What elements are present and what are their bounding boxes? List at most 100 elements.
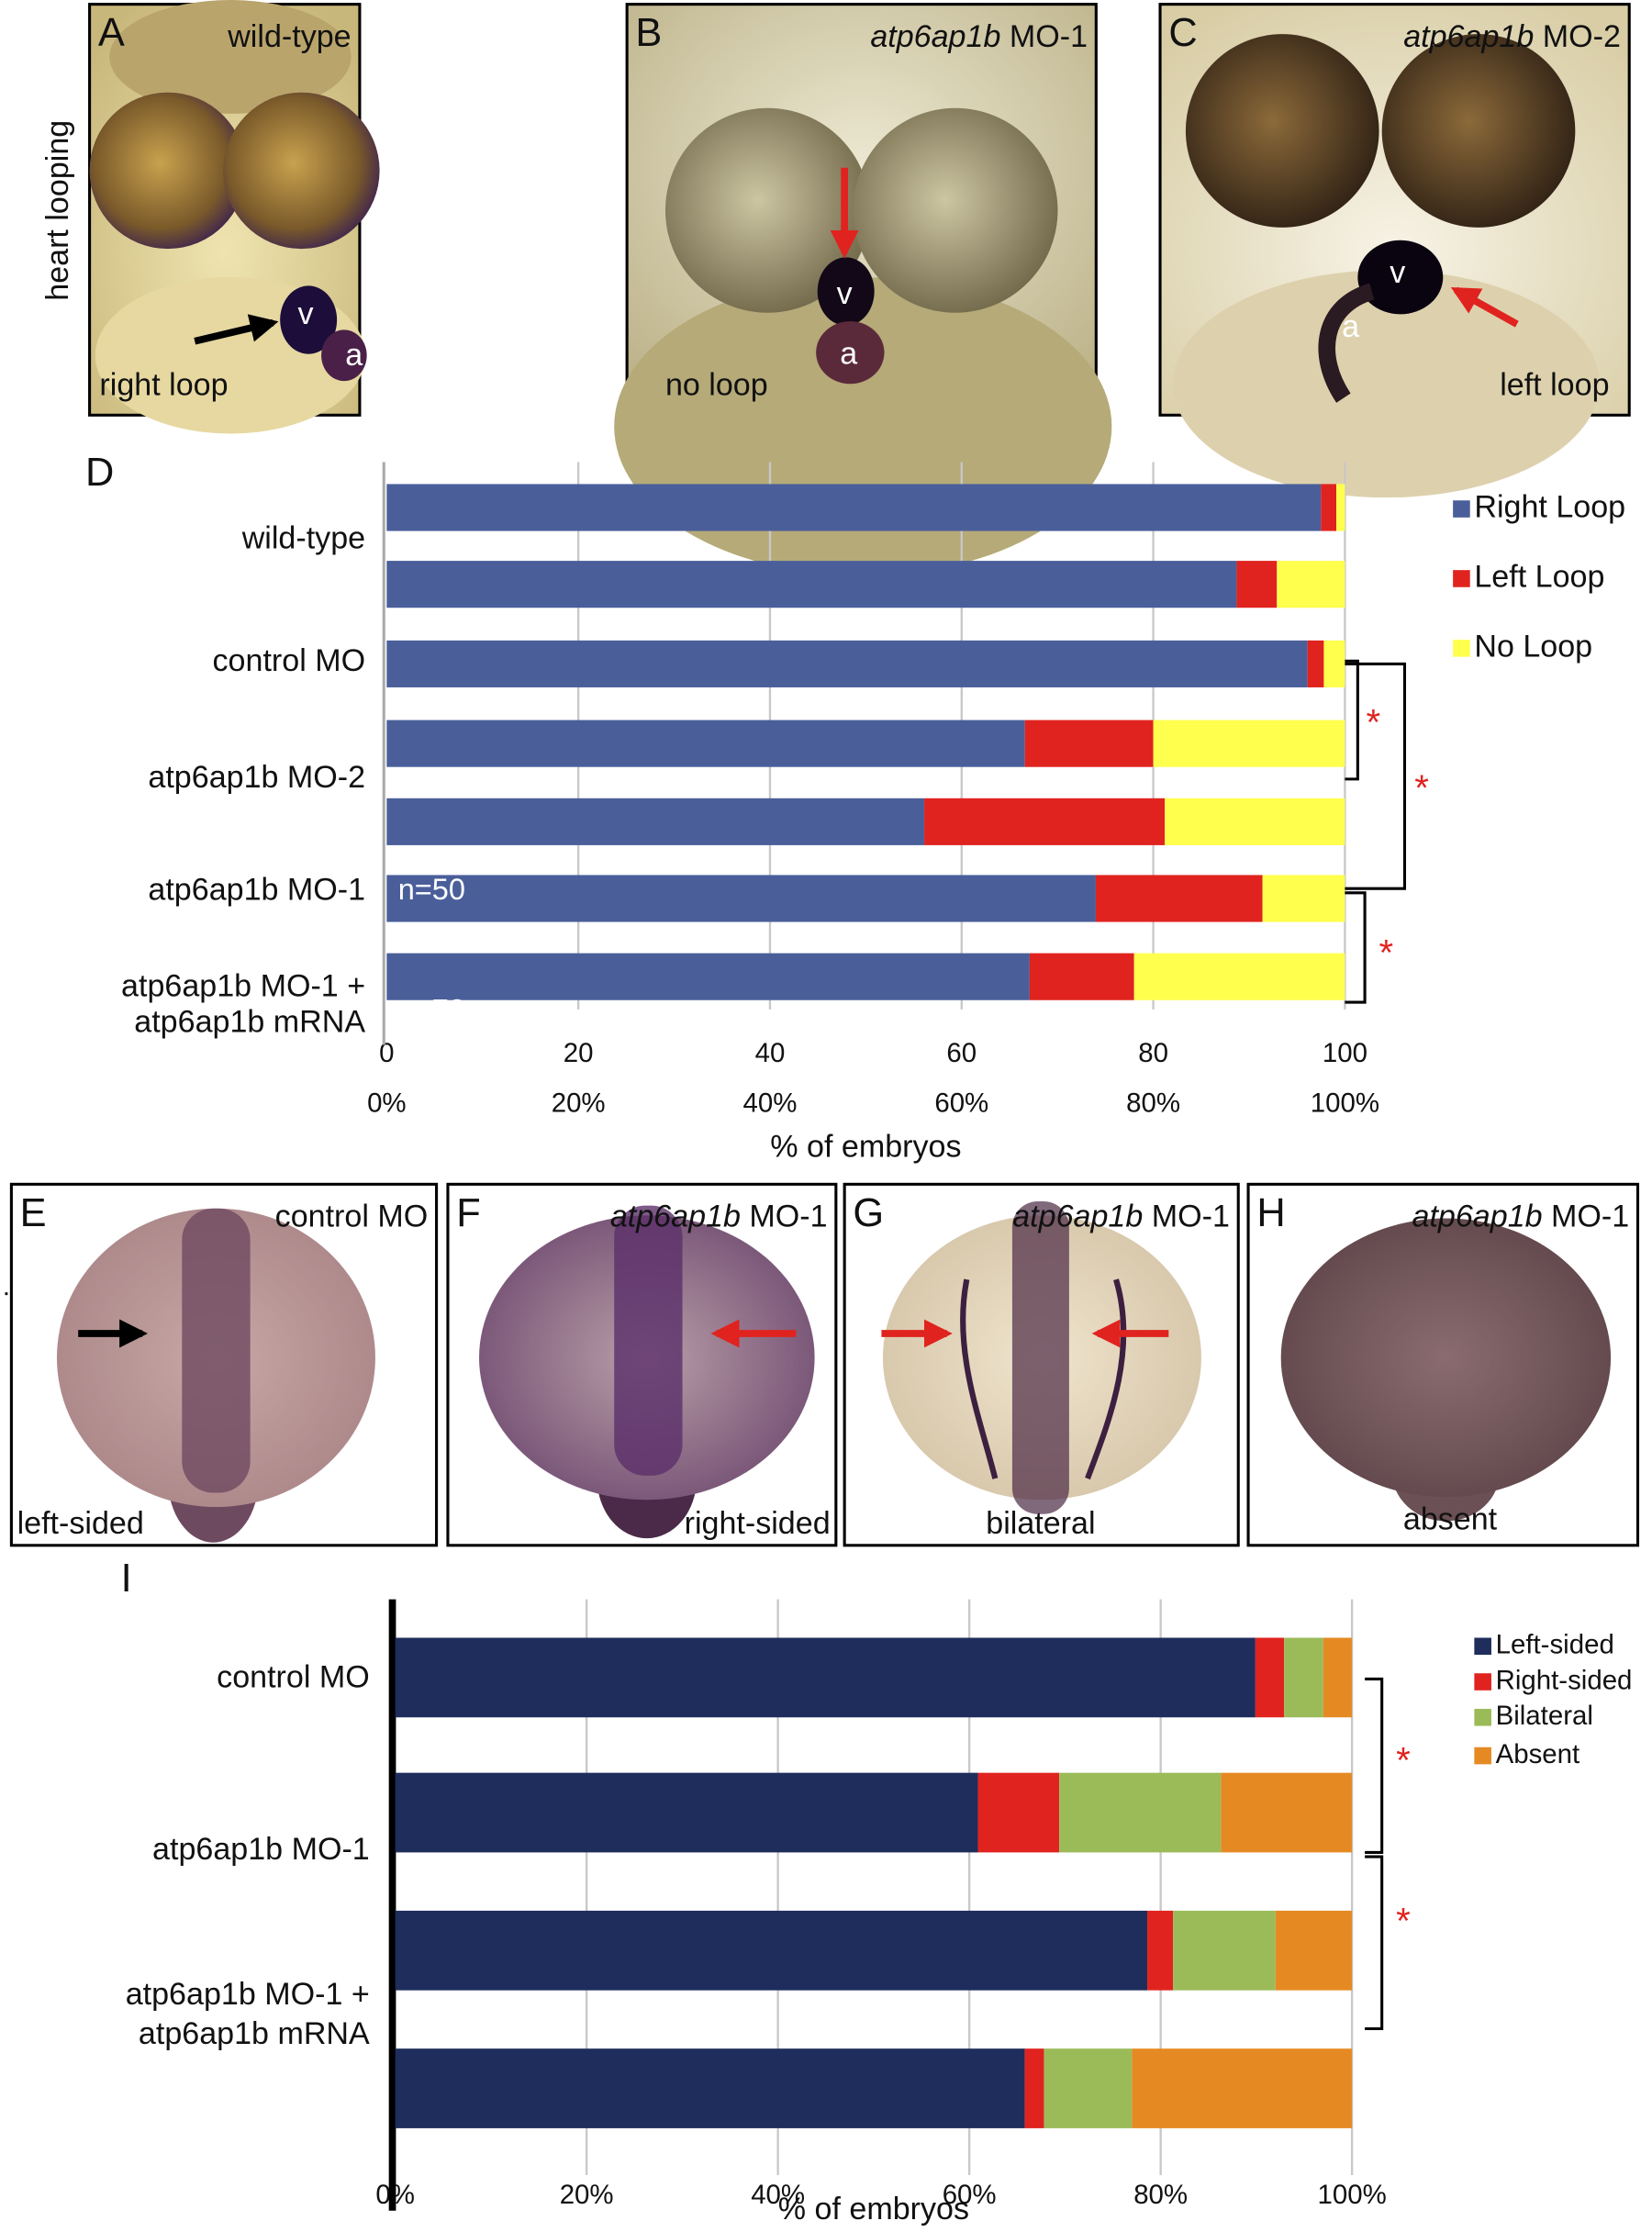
photo-panel: [614, 3, 1112, 576]
x-tick-label: 60%: [934, 1088, 988, 1118]
bracket: [1345, 891, 1367, 1004]
category-label: atp6ap1b MO-1: [152, 1832, 370, 1867]
category-label: atp6ap1b mRNA: [134, 1004, 365, 1039]
bar-segment: [1165, 798, 1345, 845]
bar-segment: [386, 798, 925, 845]
legend-swatch: [1474, 1747, 1491, 1765]
panel-letter: I: [121, 1557, 132, 1601]
bar-segment: [1255, 1637, 1285, 1718]
legend-swatch: [1453, 640, 1470, 657]
photo-panel: [1158, 3, 1631, 498]
annotation: n=50: [398, 873, 465, 906]
phenotype: right-sided: [685, 1506, 831, 1541]
phenotype: right loop: [99, 367, 228, 402]
panel-label: atp6ap1b MO-1: [1412, 1200, 1630, 1234]
x-tick-label: 60%: [943, 2180, 997, 2210]
legend-swatch: [1453, 500, 1470, 518]
gene: atp6ap1b: [870, 19, 1000, 54]
category-label: control MO: [217, 1659, 370, 1694]
legend-label: Right-sided: [1496, 1665, 1633, 1695]
bar-segment: [395, 1637, 1256, 1718]
chamber-label: v: [298, 296, 314, 331]
x-tick-label: 100: [1323, 1038, 1367, 1068]
bar-segment: [1262, 875, 1345, 922]
x-tick-label: 40%: [743, 1088, 798, 1118]
category-label: atp6ap1b MO-1: [148, 872, 365, 907]
bracket: [1365, 1855, 1384, 2031]
significance: *: [1367, 702, 1381, 743]
chamber-label: a: [840, 336, 857, 371]
x-tick-label: 100%: [1311, 1088, 1379, 1118]
bar-segment: [386, 720, 1025, 767]
x-tick-label: 20%: [560, 2180, 614, 2210]
category-label: control MO: [213, 643, 366, 678]
x-tick-label: 100%: [1318, 2180, 1387, 2210]
bar-segment: [1059, 1772, 1222, 1853]
x-tick-label: 60: [946, 1038, 977, 1068]
bar-segment: [386, 953, 1030, 1000]
bar-segment: [1132, 2048, 1353, 2128]
panel-letter: D: [85, 451, 114, 495]
x-tick-label: 20: [564, 1038, 594, 1068]
chamber-label: a: [345, 338, 363, 373]
x-tick-label: 20%: [552, 1088, 606, 1118]
bar-segment: [1153, 720, 1345, 767]
x-tick-label: 0: [379, 1038, 394, 1068]
bar-segment: [1336, 484, 1345, 531]
x-axis-label: % of embryos: [770, 1130, 961, 1165]
panel-label: atp6ap1b MO-2: [1403, 19, 1621, 54]
legend-label: Bilateral: [1496, 1701, 1593, 1731]
panel-label: atp6ap1b MO-1: [870, 19, 1088, 54]
bar-segment: [1173, 1910, 1276, 1991]
phenotype: no loop: [665, 367, 768, 402]
bar-segment: [1307, 640, 1324, 687]
panel-label: control MO: [275, 1200, 429, 1234]
panel-letter: C: [1168, 11, 1197, 55]
bracket: [1345, 659, 1359, 781]
bar-segment: [1147, 1910, 1174, 1991]
panel-letter: E: [20, 1191, 47, 1235]
phenotype: bilateral: [986, 1506, 1095, 1541]
photo-panel: [88, 0, 380, 434]
label: MO-1: [1152, 1200, 1230, 1234]
significance: *: [1396, 1739, 1411, 1780]
significance: *: [1379, 932, 1393, 974]
chamber-label: v: [837, 276, 853, 311]
legend-label: Absent: [1496, 1739, 1580, 1769]
annotation: n=72: [398, 994, 465, 1027]
bar-segment: [1323, 640, 1345, 687]
significance: *: [1414, 767, 1429, 809]
bar-segment: [1133, 953, 1345, 1000]
x-tick-label: 40%: [751, 2180, 805, 2210]
label: wild-type: [227, 19, 351, 54]
x-tick-label: 80%: [1133, 2180, 1188, 2210]
bar-segment: [1095, 875, 1263, 922]
category-label: wild-type: [241, 521, 365, 556]
bar-segment: [395, 2048, 1025, 2128]
gene: atp6ap1b: [610, 1200, 741, 1234]
phenotype: left-sided: [17, 1506, 144, 1541]
label: control MO: [275, 1200, 429, 1234]
chamber-label: v: [1390, 255, 1405, 290]
bar-segment: [1277, 561, 1345, 608]
photo-panel: [843, 1182, 1240, 1547]
bar-segment: [1044, 2048, 1133, 2128]
panel-label: atp6ap1b MO-1: [1012, 1200, 1230, 1234]
bar-segment: [1275, 1910, 1353, 1991]
gene: atp6ap1b: [1412, 1200, 1543, 1234]
panel-letter: B: [635, 11, 662, 55]
legend-label: Right Loop: [1474, 490, 1625, 525]
label: MO-1: [1010, 19, 1088, 54]
category-label: atp6ap1b MO-1 +: [121, 969, 365, 1004]
panel-letter: G: [853, 1191, 884, 1235]
photo-panel: [1246, 1182, 1640, 1547]
legend-swatch: [1453, 570, 1470, 587]
category-label: atp6ap1b MO-1 +: [126, 1977, 370, 2012]
panel-letter: H: [1256, 1191, 1285, 1235]
bar-segment: [1029, 953, 1134, 1000]
bar-segment: [386, 640, 1308, 687]
legend-swatch: [1474, 1637, 1491, 1656]
x-tick-label: 40: [755, 1038, 786, 1068]
x-tick-label: 0%: [367, 1088, 407, 1118]
